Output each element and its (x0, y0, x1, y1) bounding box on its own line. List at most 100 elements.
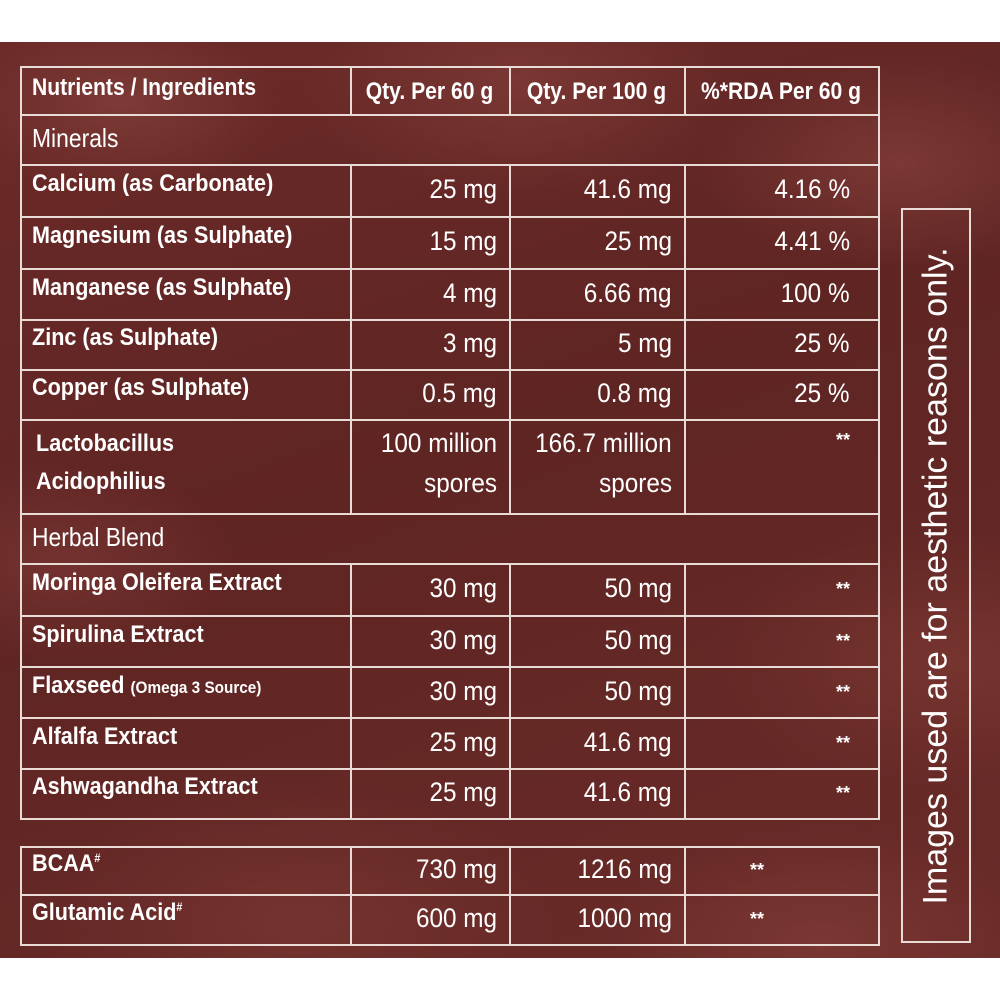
rda-value: 100 % (781, 277, 850, 308)
qty-per-60g: 4 mg (442, 277, 497, 308)
background-panel (0, 42, 1000, 958)
rda-value: ** (835, 579, 850, 599)
row-divider (20, 563, 878, 565)
column-divider (350, 319, 352, 369)
qty-per-100g: 50 mg (604, 573, 672, 603)
section-label-minerals: Minerals (32, 123, 119, 153)
column-divider (350, 563, 352, 615)
rda-value: ** (835, 783, 850, 803)
rda-value: ** (835, 630, 850, 651)
qty-per-60g: 30 mg (429, 624, 497, 655)
column-divider (350, 369, 352, 419)
rda-value: ** (750, 909, 765, 929)
column-divider (350, 419, 352, 513)
column-divider (350, 846, 352, 944)
column-divider (350, 216, 352, 268)
header-col2: Qty. Per 60 g (365, 78, 494, 105)
column-divider (509, 66, 511, 114)
disclaimer-text: Images used are for aesthetic reasons on… (916, 246, 955, 905)
column-divider (684, 666, 686, 717)
rda-value: ** (835, 732, 850, 753)
ingredient-name: Flaxseed (Omega 3 Source) (32, 672, 261, 700)
row-divider (20, 615, 878, 617)
column-divider (350, 768, 352, 818)
ingredient-name: Moringa Oleifera Extract (32, 569, 282, 596)
row-divider (20, 319, 878, 321)
qty-per-100g: 166.7 million (535, 428, 672, 458)
column-divider (684, 419, 686, 513)
qty-per-60g: 100 million (380, 428, 497, 458)
column-divider (684, 615, 686, 666)
row-divider (20, 216, 878, 218)
ingredient-name-main: Glutamic Acid (32, 899, 177, 926)
footnote-mark: # (176, 900, 183, 914)
column-divider (684, 319, 686, 369)
qty-per-60g: 25 mg (429, 726, 497, 757)
row-divider (20, 268, 878, 270)
qty-per-100g: 25 mg (604, 226, 672, 256)
ingredient-name: Spirulina Extract (32, 620, 204, 648)
column-divider (350, 666, 352, 717)
row-divider (20, 513, 878, 515)
row-divider (20, 114, 878, 116)
table-border (20, 846, 880, 946)
column-divider (509, 419, 511, 513)
row-divider (20, 894, 878, 896)
ingredient-name: Ashwagandha Extract (32, 773, 258, 800)
ingredient-name: Lactobacillus (36, 430, 175, 457)
row-divider (20, 717, 878, 719)
column-divider (684, 717, 686, 768)
column-divider (509, 164, 511, 216)
column-divider (684, 216, 686, 268)
qty-per-60g: 30 mg (429, 675, 497, 706)
column-divider (509, 768, 511, 818)
qty-per-60g: 25 mg (429, 777, 497, 807)
row-divider (20, 369, 878, 371)
qty-per-60g: 3 mg (442, 328, 497, 358)
column-divider (350, 268, 352, 319)
ingredient-name-note: (Omega 3 Source) (130, 677, 262, 697)
column-divider (350, 717, 352, 768)
column-divider (509, 846, 511, 944)
column-divider (509, 615, 511, 666)
qty-per-100g: 1216 mg (577, 854, 672, 884)
column-divider (509, 319, 511, 369)
ingredient-name: BCAA# (32, 850, 100, 878)
ingredient-name-main: Flaxseed (32, 671, 125, 699)
row-divider (20, 164, 878, 166)
ingredient-name: Alfalfa Extract (32, 722, 178, 750)
qty-per-60g: 30 mg (429, 573, 497, 603)
qty-per-100g: 41.6 mg (584, 174, 672, 204)
header-col3: Qty. Per 100 g (526, 78, 667, 105)
column-divider (509, 369, 511, 419)
qty-per-60g: 0.5 mg (422, 378, 497, 408)
table-border (20, 66, 880, 820)
disclaimer-box: Images used are for aesthetic reasons on… (901, 208, 971, 943)
rda-value: 25 % (794, 328, 850, 358)
column-divider (509, 666, 511, 717)
rda-value: ** (750, 860, 765, 880)
section-label-herbal: Herbal Blend (32, 522, 165, 552)
rda-value: ** (835, 430, 850, 450)
column-divider (684, 369, 686, 419)
ingredient-name: Zinc (as Sulphate) (32, 324, 219, 351)
column-divider (509, 563, 511, 615)
qty-per-100g: 6.66 mg (584, 277, 672, 308)
row-divider (20, 768, 878, 770)
ingredient-name: Calcium (as Carbonate) (32, 170, 274, 197)
column-divider (509, 717, 511, 768)
header-nutrients: Nutrients / Ingredients (32, 74, 257, 101)
ingredient-name: Magnesium (as Sulphate) (32, 222, 293, 249)
column-divider (350, 615, 352, 666)
qty-per-60g-unit: spores (424, 468, 497, 498)
column-divider (684, 846, 686, 944)
qty-per-100g: 41.6 mg (584, 777, 672, 807)
qty-per-100g: 5 mg (617, 328, 672, 358)
row-divider (20, 666, 878, 668)
column-divider (684, 268, 686, 319)
ingredient-name-main: BCAA (32, 850, 95, 877)
column-divider (350, 66, 352, 114)
ingredient-name: Acidophilius (36, 468, 166, 495)
column-divider (684, 768, 686, 818)
qty-per-100g: 50 mg (604, 675, 672, 706)
